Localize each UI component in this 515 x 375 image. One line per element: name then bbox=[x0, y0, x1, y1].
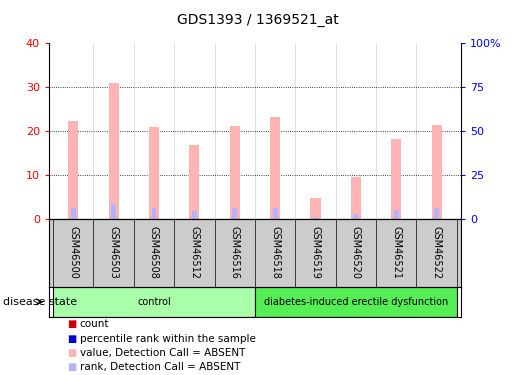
Text: GSM46522: GSM46522 bbox=[432, 226, 442, 279]
Bar bbox=[434, 208, 439, 219]
Bar bbox=[432, 124, 442, 219]
Text: ■: ■ bbox=[67, 320, 76, 329]
Bar bbox=[353, 214, 358, 219]
Text: ■: ■ bbox=[67, 348, 76, 358]
Bar bbox=[270, 117, 280, 219]
Bar bbox=[311, 198, 320, 219]
Bar bbox=[71, 208, 76, 219]
Text: count: count bbox=[80, 320, 109, 329]
Bar bbox=[351, 177, 361, 219]
Text: GSM46508: GSM46508 bbox=[149, 226, 159, 279]
Text: GSM46516: GSM46516 bbox=[230, 226, 239, 279]
Bar bbox=[111, 204, 116, 219]
Text: GDS1393 / 1369521_at: GDS1393 / 1369521_at bbox=[177, 13, 338, 27]
Text: value, Detection Call = ABSENT: value, Detection Call = ABSENT bbox=[80, 348, 245, 358]
Bar bbox=[313, 217, 318, 219]
Bar bbox=[255, 287, 457, 317]
Text: GSM46519: GSM46519 bbox=[311, 226, 320, 279]
Text: GSM46520: GSM46520 bbox=[351, 226, 361, 279]
Bar bbox=[149, 127, 159, 219]
Text: GSM46521: GSM46521 bbox=[391, 226, 401, 279]
Text: GSM46503: GSM46503 bbox=[109, 226, 118, 279]
Bar bbox=[394, 210, 399, 219]
Text: control: control bbox=[137, 297, 171, 307]
Bar bbox=[230, 126, 240, 219]
Bar bbox=[391, 139, 401, 219]
Text: ■: ■ bbox=[67, 362, 76, 372]
Bar bbox=[192, 211, 197, 219]
Text: diabetes-induced erectile dysfunction: diabetes-induced erectile dysfunction bbox=[264, 297, 448, 307]
Bar bbox=[232, 208, 237, 219]
Text: GSM46518: GSM46518 bbox=[270, 226, 280, 279]
Text: rank, Detection Call = ABSENT: rank, Detection Call = ABSENT bbox=[80, 362, 240, 372]
Text: GSM46512: GSM46512 bbox=[190, 226, 199, 279]
Bar bbox=[190, 146, 199, 219]
Bar bbox=[151, 208, 157, 219]
Bar bbox=[273, 208, 278, 219]
Bar bbox=[68, 121, 78, 219]
Bar bbox=[53, 287, 255, 317]
Bar bbox=[109, 83, 118, 219]
Text: GSM46500: GSM46500 bbox=[68, 226, 78, 279]
Text: ■: ■ bbox=[67, 334, 76, 344]
Text: disease state: disease state bbox=[3, 297, 77, 307]
Text: percentile rank within the sample: percentile rank within the sample bbox=[80, 334, 256, 344]
